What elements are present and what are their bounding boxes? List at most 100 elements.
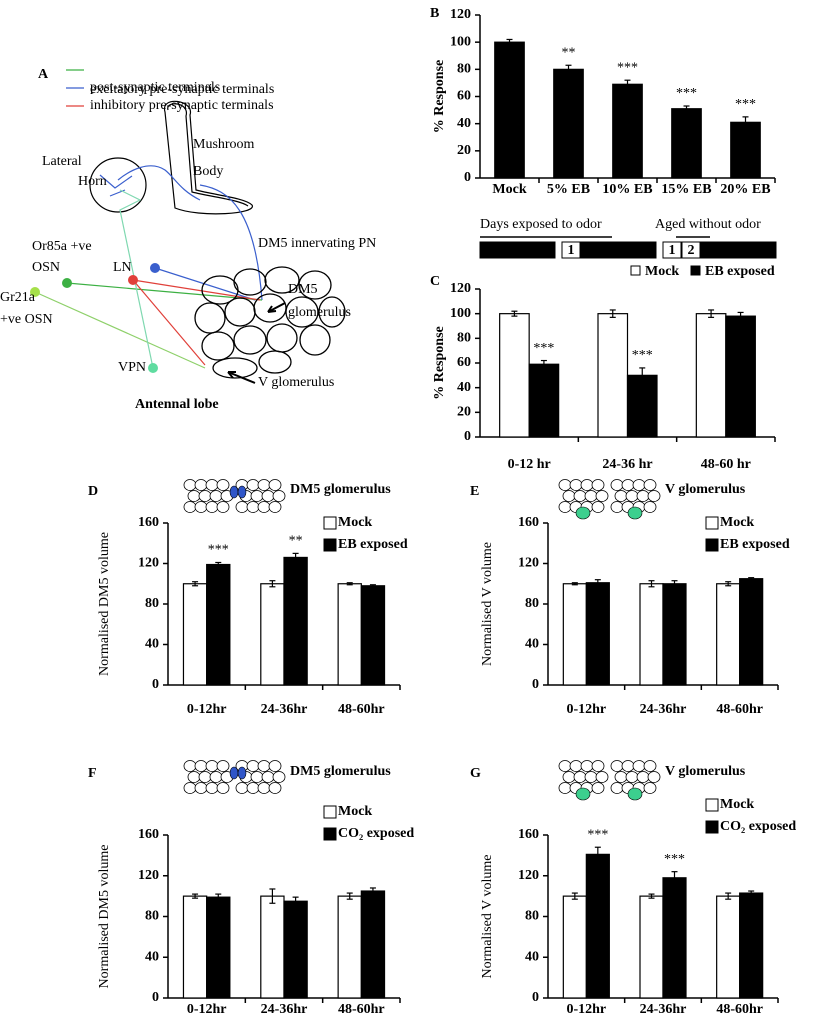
y-tick-label: 80 bbox=[525, 909, 539, 924]
y-tick-label: 80 bbox=[457, 331, 471, 346]
x-tick-label: 24-36hr bbox=[640, 1002, 687, 1017]
timeline-day: 1 bbox=[669, 243, 676, 258]
timeline-day: 1 bbox=[486, 243, 493, 258]
timeline-day: 6 bbox=[764, 243, 771, 258]
icon-glomerulus bbox=[595, 490, 609, 502]
icon-glomerulus bbox=[194, 501, 208, 513]
y-tick-label: 120 bbox=[518, 556, 539, 571]
y-tick-label: 40 bbox=[457, 116, 471, 131]
icon-glomerulus bbox=[216, 782, 230, 794]
timeline-day: 3 bbox=[707, 243, 714, 258]
icon-highlight bbox=[575, 506, 591, 520]
timeline-day: 2 bbox=[688, 243, 695, 258]
significance: *** bbox=[587, 827, 608, 842]
legend-label: Mock bbox=[720, 515, 754, 530]
bar bbox=[499, 313, 530, 438]
timeline-box bbox=[681, 241, 701, 259]
icon-glomerulus bbox=[580, 479, 594, 491]
icon-highlight bbox=[627, 506, 643, 520]
y-tick-label: 40 bbox=[525, 949, 539, 964]
x-tick-label: 48-60hr bbox=[338, 702, 385, 717]
timeline-box bbox=[637, 241, 657, 259]
icon-glomerulus bbox=[216, 479, 230, 491]
icon-glomerulus bbox=[272, 490, 286, 502]
icon-glomerulus bbox=[647, 490, 661, 502]
y-tick-label: 20 bbox=[457, 405, 471, 420]
icon-glomerulus bbox=[562, 771, 576, 783]
timeline-label: Aged without odor bbox=[655, 217, 761, 232]
icon-glomerulus bbox=[209, 490, 223, 502]
icon-glomerulus bbox=[216, 760, 230, 772]
icon-glomerulus bbox=[647, 771, 661, 783]
x-tick-label: 20% EB bbox=[720, 182, 770, 197]
icon-glomerulus bbox=[198, 490, 212, 502]
bar bbox=[337, 583, 362, 686]
icon-glomerulus bbox=[595, 771, 609, 783]
icon-glomerulus bbox=[205, 479, 219, 491]
significance: *** bbox=[632, 348, 653, 363]
timeline-box bbox=[580, 241, 600, 259]
icon-glomerulus bbox=[621, 760, 635, 772]
diagram-label: DM5 bbox=[288, 282, 318, 297]
bar bbox=[337, 895, 362, 999]
icon-glomerulus bbox=[591, 479, 605, 491]
timeline-box bbox=[738, 241, 758, 259]
bar bbox=[639, 895, 664, 999]
diagram-label: +ve OSN bbox=[0, 312, 53, 327]
diagram-label: VPN bbox=[118, 360, 146, 375]
x-tick-label: 0-12hr bbox=[187, 1002, 227, 1017]
icon-glomerulus bbox=[257, 501, 271, 513]
timeline-day: 5 bbox=[745, 243, 752, 258]
icon-glomerulus bbox=[610, 501, 624, 513]
y-tick-label: 160 bbox=[138, 827, 159, 842]
y-tick-label: 80 bbox=[525, 596, 539, 611]
icon-glomerulus bbox=[610, 479, 624, 491]
y-tick-label: 0 bbox=[464, 170, 471, 185]
diagram-legend: post-synaptic terminals bbox=[90, 80, 220, 95]
y-tick-label: 80 bbox=[145, 596, 159, 611]
x-tick-label: 24-36hr bbox=[261, 1002, 308, 1017]
x-tick-label: 0-12hr bbox=[566, 1002, 606, 1017]
icon-highlight bbox=[229, 766, 239, 780]
panel-letter: B bbox=[430, 6, 439, 21]
y-axis-label: Normalised DM5 volume bbox=[97, 532, 112, 676]
y-tick-label: 160 bbox=[518, 515, 539, 530]
icon-glomerulus bbox=[272, 771, 286, 783]
icon-glomerulus bbox=[614, 771, 628, 783]
icon-glomerulus bbox=[235, 782, 249, 794]
timeline-day: 2 bbox=[505, 243, 512, 258]
legend-swatch bbox=[705, 516, 719, 530]
bar bbox=[260, 583, 285, 686]
significance: *** bbox=[735, 97, 756, 112]
bar bbox=[730, 121, 761, 179]
bar bbox=[612, 83, 643, 179]
diagram-label: Horn bbox=[78, 174, 107, 189]
chart-title: DM5 glomerulus bbox=[290, 482, 391, 497]
legend-swatch bbox=[323, 827, 337, 841]
diagram-label: Lateral bbox=[42, 154, 82, 169]
x-tick-label: 24-36hr bbox=[261, 702, 308, 717]
panel-letter: C bbox=[430, 274, 440, 289]
bar bbox=[562, 895, 587, 999]
icon-glomerulus bbox=[235, 501, 249, 513]
y-axis-label: Normalised V volume bbox=[480, 542, 495, 666]
y-tick-label: 0 bbox=[464, 429, 471, 444]
y-tick-label: 100 bbox=[450, 34, 471, 49]
icon-glomerulus bbox=[187, 771, 201, 783]
icon-glomerulus bbox=[632, 479, 646, 491]
icon-glomerulus bbox=[636, 490, 650, 502]
icon-glomerulus bbox=[250, 771, 264, 783]
icon-glomerulus bbox=[569, 760, 583, 772]
bar bbox=[494, 41, 525, 179]
y-tick-label: 0 bbox=[532, 990, 539, 1005]
diagram-shapes bbox=[30, 69, 346, 384]
panel-letter: F bbox=[88, 766, 97, 781]
y-tick-label: 160 bbox=[518, 827, 539, 842]
timeline-box bbox=[561, 241, 581, 259]
y-tick-label: 80 bbox=[457, 62, 471, 77]
legend-label: EB exposed bbox=[338, 537, 408, 552]
bar bbox=[260, 895, 285, 999]
y-axis-label: Normalised DM5 volume bbox=[97, 845, 112, 989]
legend-label: EB exposed bbox=[705, 264, 775, 279]
diagram-label: Antennal lobe bbox=[135, 397, 219, 412]
